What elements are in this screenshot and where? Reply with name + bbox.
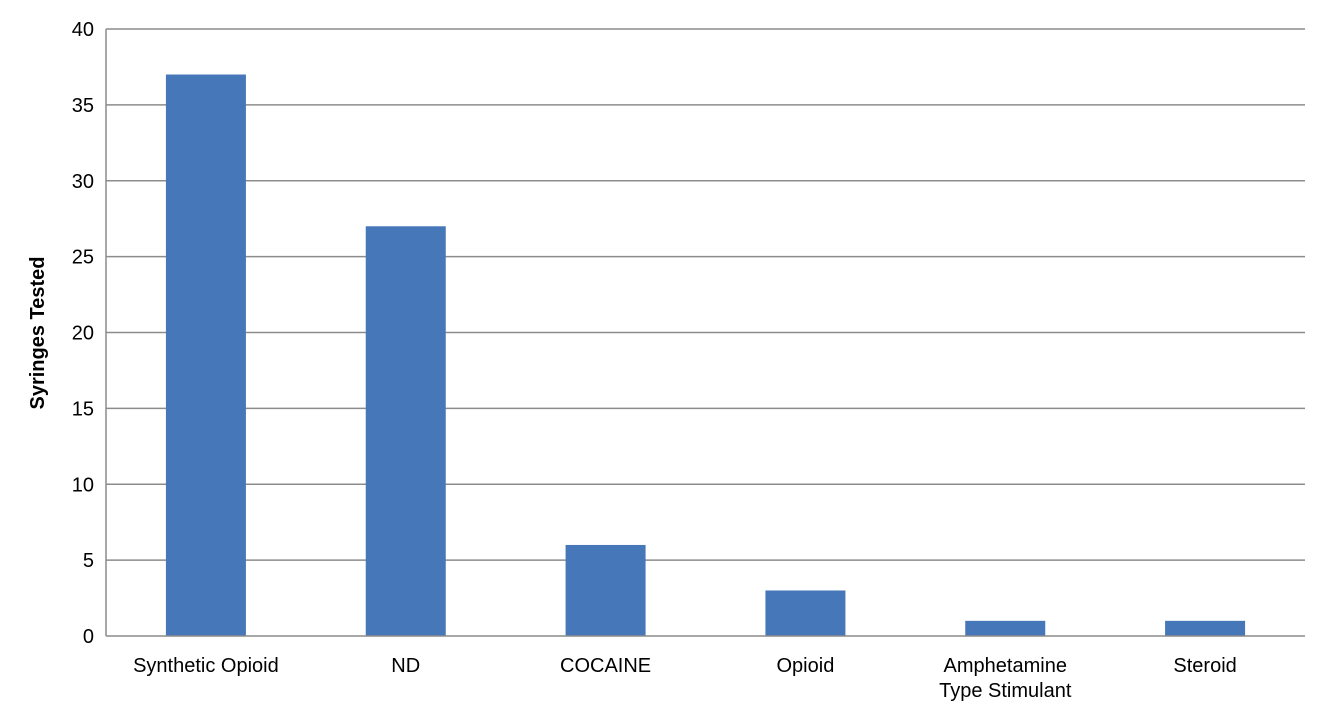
bar [165,74,246,636]
y-axis-title: Syringes Tested [27,256,49,409]
y-tick-labels: 0 5 10 15 20 25 30 35 40 [72,19,94,648]
bar [365,226,446,636]
category-label: Synthetic Opioid [133,655,279,677]
category-label: ND [391,655,420,677]
y-tick-label: 25 [72,247,94,269]
category-label: Opioid [777,655,835,677]
y-tick-label: 15 [72,398,94,420]
y-tick-label: 40 [72,19,94,41]
category-label: Steroid [1173,655,1236,677]
y-tick-label: 35 [72,95,94,117]
bars [165,74,1246,636]
category-label: COCAINE [560,655,651,677]
y-tick-label: 10 [72,474,94,496]
bar [765,590,846,636]
gridlines [106,28,1305,561]
y-tick-label: 0 [83,626,94,648]
y-tick-label: 30 [72,171,94,193]
y-tick-label: 20 [72,323,94,345]
category-label: Amphetamine Type Stimulant [939,655,1072,702]
bar [965,620,1046,636]
bar [1165,620,1246,636]
y-tick-label: 5 [83,550,94,572]
bar [565,544,646,636]
category-labels: Synthetic Opioid ND COCAINE Opioid Amphetami… [133,655,1237,702]
axes [105,29,1305,637]
